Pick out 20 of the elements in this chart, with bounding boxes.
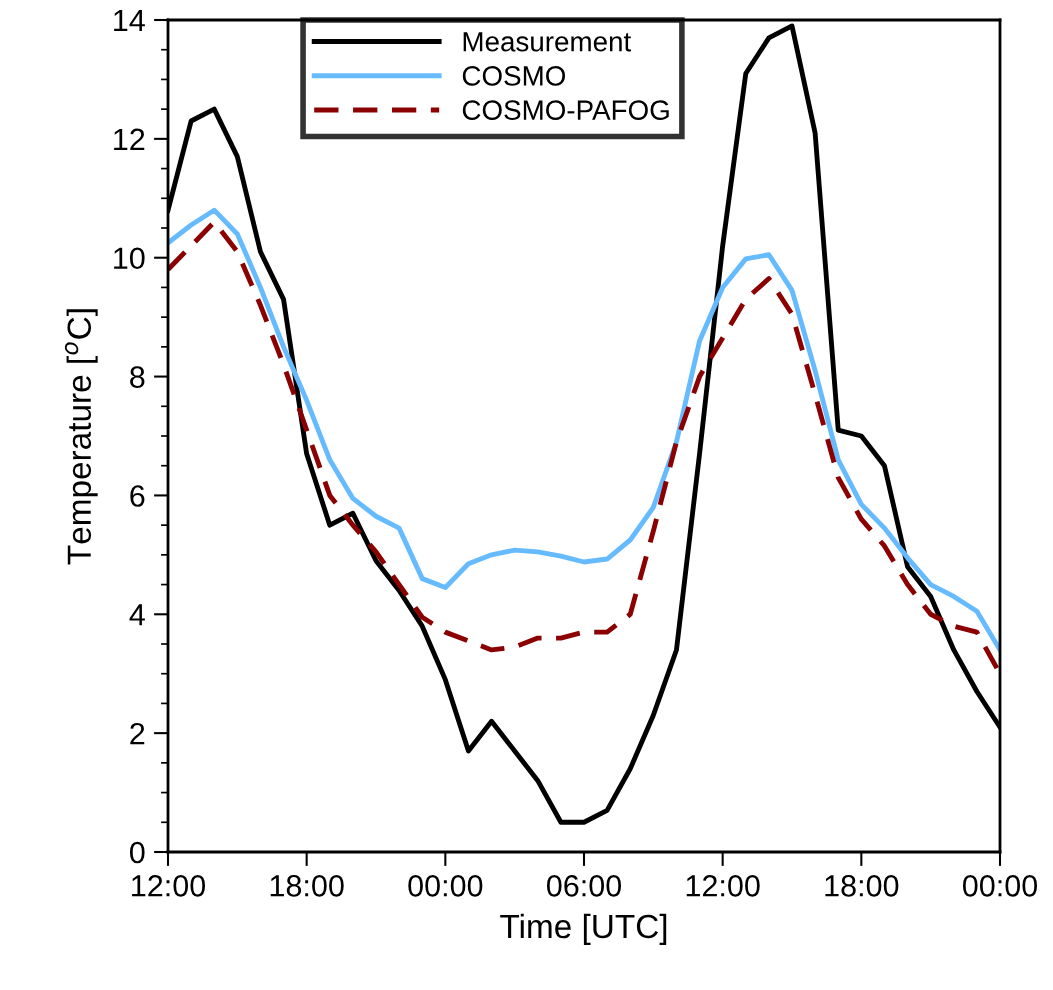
y-tick-label: 12 [114,128,145,150]
x-tick-label: 18:00 [270,875,344,897]
y-axis-title: Temperature [$^{o}$C] [64,309,98,565]
y-tick-label: 8 [130,366,145,388]
x-tick-label: 18:00 [825,875,899,897]
y-tick-label: 14 [114,10,145,32]
y-tick-label: 2 [130,722,145,745]
x-axis-title: Time [UTC] [500,913,667,945]
x-tick-label: 00:00 [962,875,1038,897]
x-tick-label: 12:00 [132,875,206,897]
x-tick-label: 06:00 [546,875,622,897]
x-tick-label: 12:00 [686,875,760,897]
y-tick-label: 6 [130,485,145,507]
y-tick-label: 0 [129,841,145,864]
legend-label: Measurement [463,32,632,52]
legend-label: COSMO [462,66,566,86]
y-tick-label: 10 [114,247,145,270]
x-tick-label: 00:00 [408,875,483,897]
legend-label: COSMO-PAFOG [462,100,669,120]
y-tick-label: 4 [129,604,145,626]
